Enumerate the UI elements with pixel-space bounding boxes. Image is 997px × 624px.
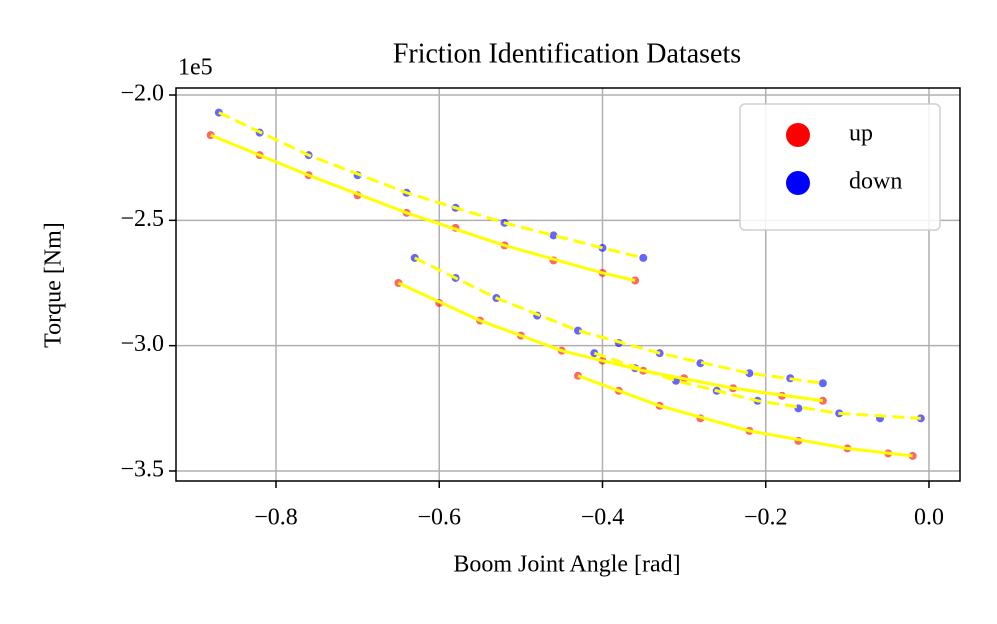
fit-line	[593, 351, 921, 420]
data-point	[549, 231, 558, 240]
y-tick-label: −2.5	[120, 206, 164, 232]
y-tick-label: −3.0	[120, 331, 164, 357]
data-point	[818, 379, 827, 388]
data-point	[745, 369, 754, 378]
fit-line	[414, 256, 824, 385]
fit-line	[210, 133, 636, 282]
x-tick-label: −0.8	[254, 505, 298, 531]
legend-marker	[786, 171, 810, 195]
y-tick-label: −3.5	[120, 456, 164, 482]
fit-line	[397, 281, 824, 403]
legend-marker	[786, 123, 810, 147]
y-axis-label: Torque [Nm]	[41, 222, 67, 348]
x-axis-label: Boom Joint Angle [rad]	[453, 552, 680, 578]
legend-label: down	[849, 169, 902, 195]
x-tick-label: −0.2	[744, 505, 788, 531]
data-point	[639, 253, 648, 262]
y-offset-label: 1e5	[178, 55, 213, 81]
legend-box	[739, 103, 941, 231]
legend-label: up	[849, 121, 873, 147]
fit-line	[218, 111, 644, 260]
x-tick-label: −0.6	[417, 505, 461, 531]
y-tick-label: −2.0	[120, 81, 164, 107]
plot-frame	[175, 87, 961, 482]
fit-line	[577, 374, 913, 458]
chart-title: Friction Identification Datasets	[393, 38, 741, 69]
x-tick-label: 0.0	[914, 505, 944, 531]
x-tick-label: −0.4	[581, 505, 625, 531]
